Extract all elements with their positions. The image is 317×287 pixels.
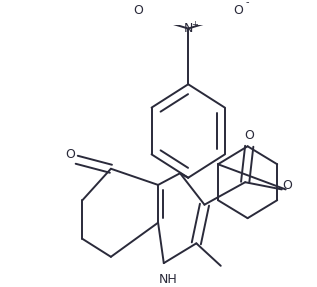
Text: -: - — [246, 0, 249, 7]
Text: O: O — [234, 4, 243, 17]
Text: O: O — [65, 148, 75, 161]
Text: O: O — [244, 129, 254, 142]
Text: N: N — [184, 22, 193, 35]
Text: O: O — [133, 4, 143, 17]
Text: O: O — [282, 179, 292, 192]
Text: +: + — [191, 20, 198, 28]
Text: NH: NH — [158, 273, 177, 286]
